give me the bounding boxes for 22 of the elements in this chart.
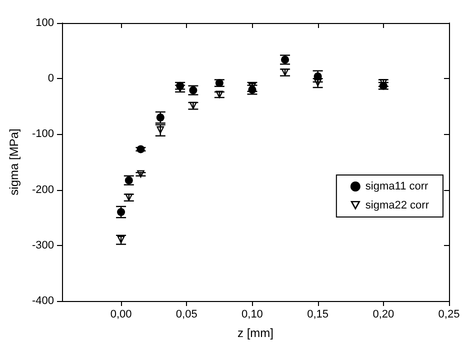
y-tick-label: -300 [32,239,54,252]
point [136,145,145,154]
y-tick-label: -400 [32,295,54,307]
y-tick-label: -200 [32,184,54,196]
y-axis-title: sigma [MPa] [7,128,21,196]
point [215,90,224,99]
point [117,208,126,216]
x-tick-label: 0,15 [307,308,329,320]
legend-label: sigma22 corr [365,200,430,212]
x-tick-label: 0,10 [242,308,263,320]
y-tick-label: 0 [48,72,54,85]
x-tick-label: 0,00 [110,308,132,320]
x-tick-label: 0,05 [176,308,198,320]
x-axis-title: z [mm] [238,326,274,340]
point [281,68,290,76]
y-tick-label: -100 [32,128,54,140]
x-tick-label: 0,25 [438,308,460,320]
point [215,79,224,88]
x-tick-label: 0,20 [372,308,394,320]
y-tick-label: 100 [36,17,54,29]
legend-label: sigma11 corr [365,180,429,192]
point [124,194,133,202]
